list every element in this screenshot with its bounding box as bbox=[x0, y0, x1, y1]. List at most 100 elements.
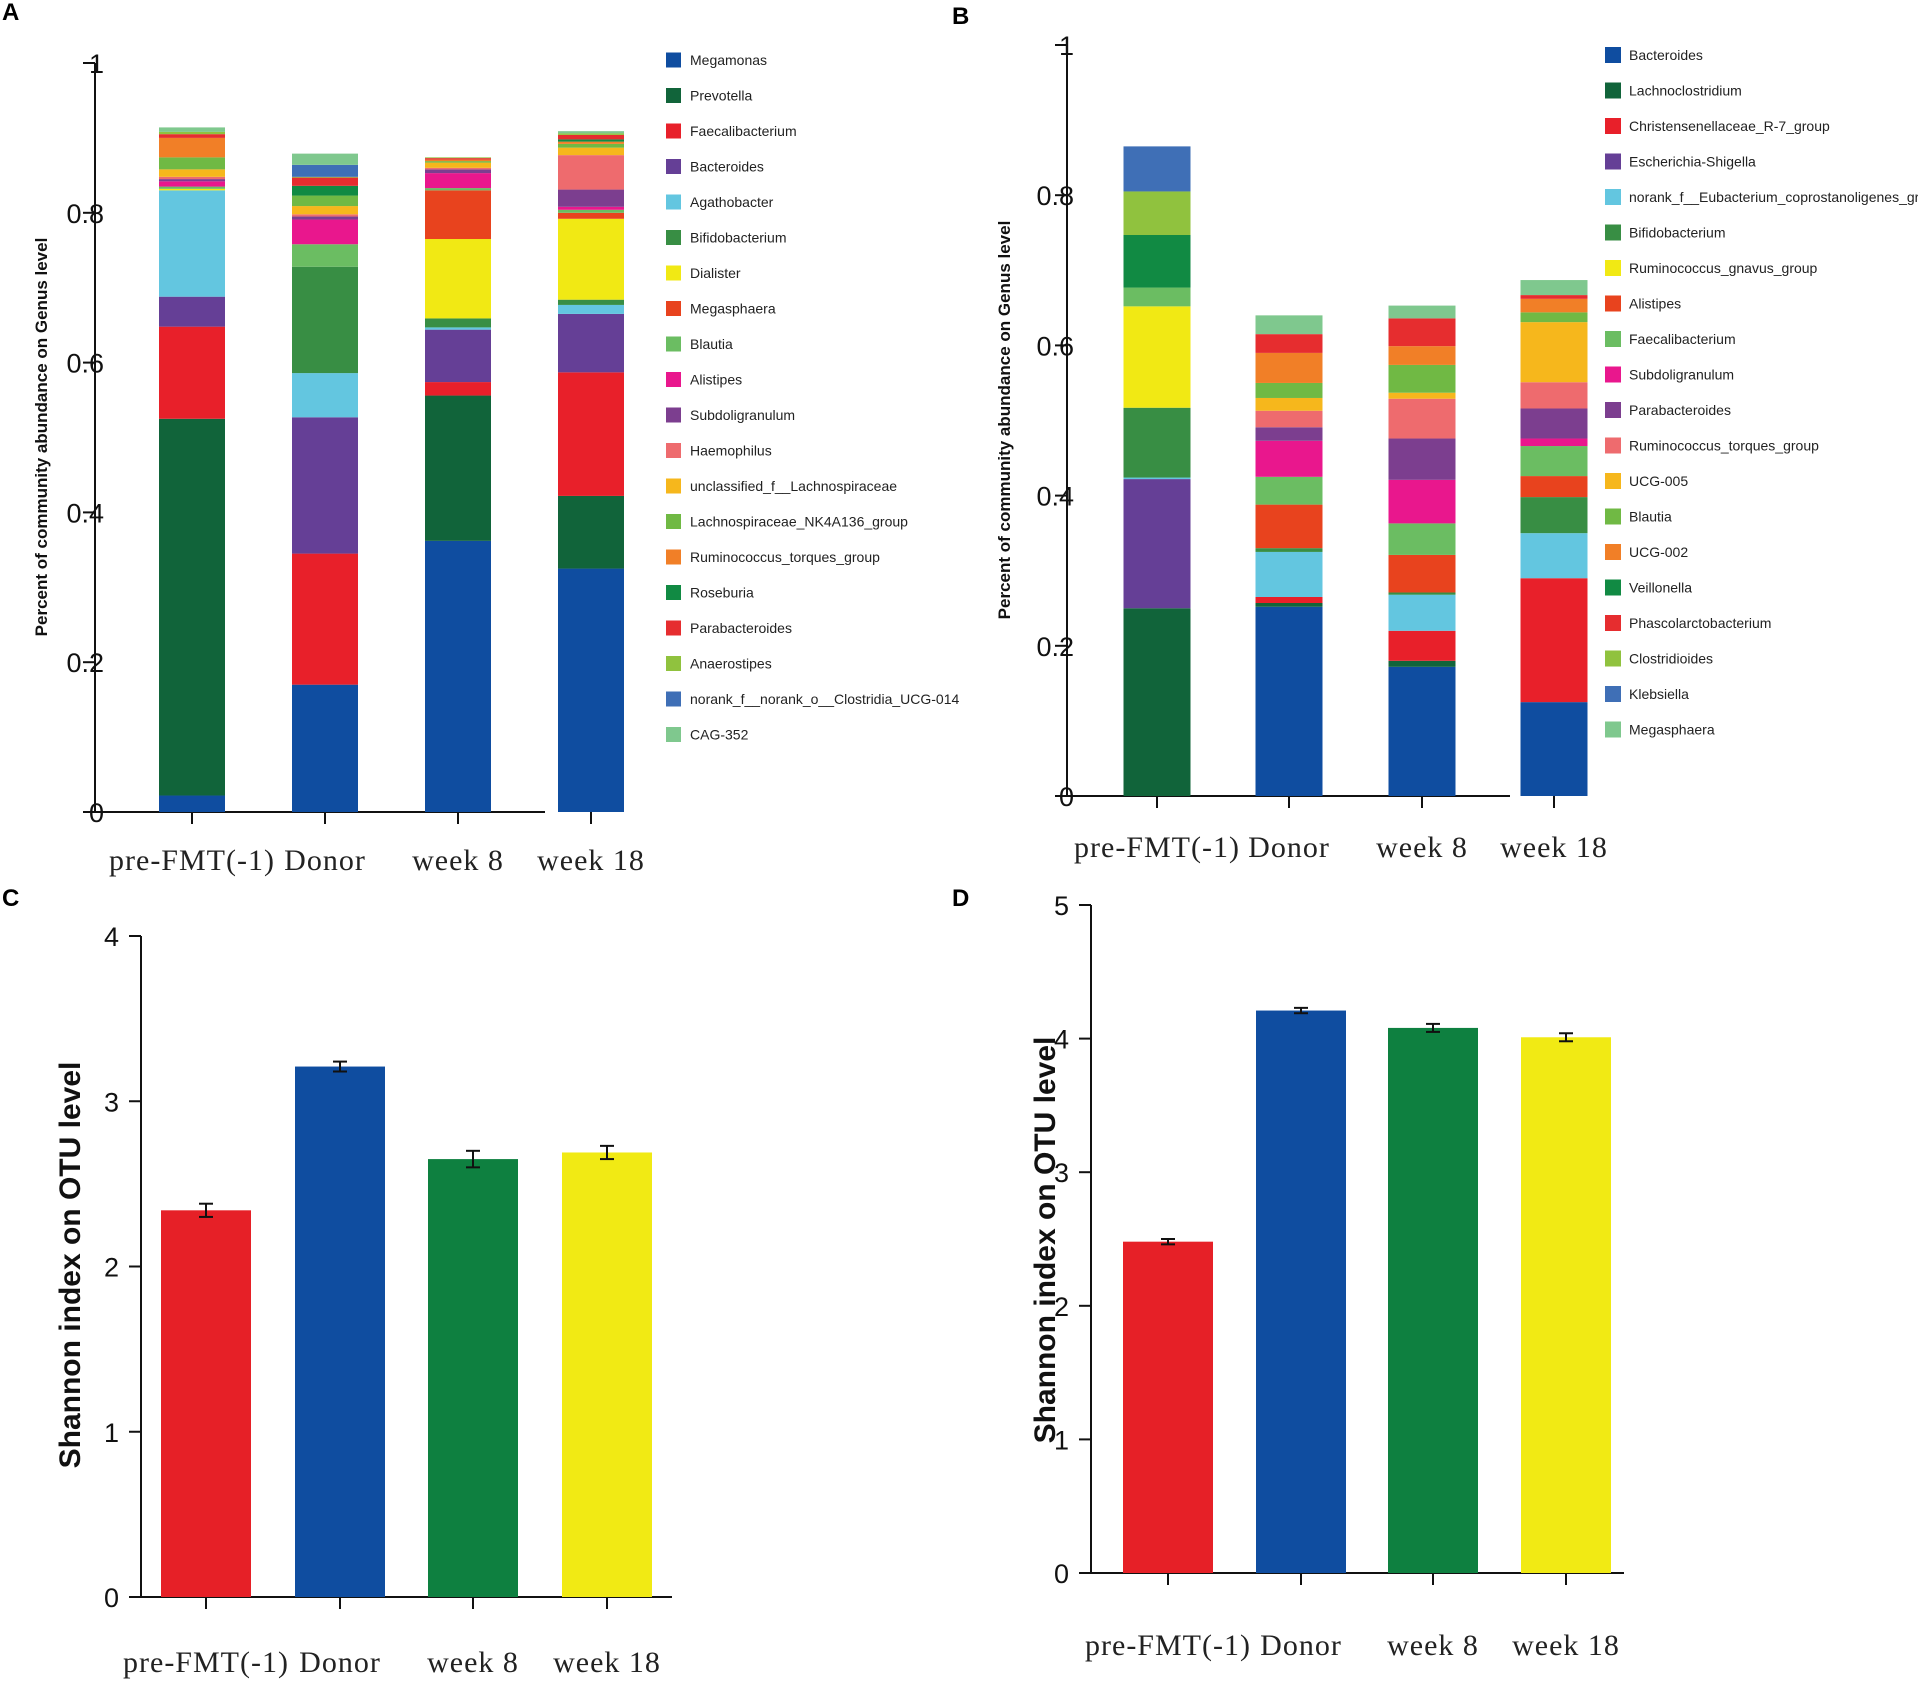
legend-entry: Veillonella bbox=[1629, 580, 1692, 596]
y-tick-label: 0.8 bbox=[66, 199, 104, 229]
legend-entry: Bifidobacterium bbox=[1629, 225, 1726, 241]
bar-segment bbox=[1388, 398, 1456, 439]
bar bbox=[1521, 1037, 1611, 1573]
bar-segment bbox=[1520, 382, 1588, 409]
bar-segment bbox=[1123, 407, 1191, 478]
bar-segment bbox=[1388, 592, 1456, 595]
bar-segment bbox=[1520, 322, 1588, 383]
legend-entry: Clostridioides bbox=[1629, 651, 1713, 667]
bar-segment bbox=[1255, 551, 1323, 597]
bar-segment bbox=[1123, 146, 1191, 192]
x-tick-label: pre-FMT(-1) bbox=[123, 1646, 289, 1679]
bar-segment bbox=[1255, 352, 1323, 383]
legend-swatch bbox=[1605, 650, 1621, 667]
bar-segment bbox=[558, 568, 624, 812]
bar-segment bbox=[1388, 594, 1456, 631]
legend-entry: norank_f__Eubacterium_coprostanoligenes_… bbox=[1629, 189, 1918, 205]
legend-swatch bbox=[1605, 118, 1621, 134]
legend-swatch bbox=[666, 478, 681, 494]
y-tick-label: 0 bbox=[1054, 1559, 1069, 1589]
y-tick-label: 4 bbox=[104, 922, 119, 952]
bar-segment bbox=[1255, 315, 1323, 335]
legend-entry: Dialister bbox=[690, 265, 741, 281]
bar-segment bbox=[1520, 408, 1588, 439]
y-tick-label: 3 bbox=[104, 1087, 119, 1117]
bar-segment bbox=[425, 329, 491, 383]
bar-segment bbox=[1388, 438, 1456, 480]
bar-segment bbox=[292, 373, 358, 418]
bar-segment bbox=[1388, 479, 1456, 524]
legend-entry: Escherichia-Shigella bbox=[1629, 154, 1756, 170]
bar-segment bbox=[558, 147, 624, 156]
bar-segment bbox=[425, 159, 491, 162]
legend-entry: Faecalibacterium bbox=[1629, 331, 1736, 347]
bar-segment bbox=[159, 188, 225, 191]
legend-swatch bbox=[666, 407, 681, 423]
bar-segment bbox=[1388, 666, 1456, 796]
bar-segment bbox=[1520, 533, 1588, 579]
legend-swatch bbox=[1605, 686, 1621, 702]
legend-swatch bbox=[666, 123, 681, 139]
bar-segment bbox=[292, 177, 358, 186]
bar-segment bbox=[1255, 440, 1323, 477]
bar-segment bbox=[558, 372, 624, 496]
bar-segment bbox=[1388, 305, 1456, 319]
x-tick-label: week 18 bbox=[537, 844, 645, 877]
legend-entry: Megamonas bbox=[690, 52, 767, 68]
bar-segment bbox=[425, 540, 491, 812]
legend-swatch bbox=[1605, 437, 1621, 454]
x-tick-label: week 8 bbox=[1376, 831, 1468, 864]
bar-segment bbox=[1388, 554, 1456, 593]
legend-entry: Lachnospiraceae_NK4A136_group bbox=[690, 514, 908, 530]
bar-segment bbox=[1123, 479, 1191, 609]
legend-entry: Faecalibacterium bbox=[690, 123, 797, 139]
bar-segment bbox=[292, 684, 358, 812]
bar-segment bbox=[558, 134, 624, 140]
panel-c-shannon-chart: 0 1 2 3 4 pre-FMT(-1) Donor week 8 week 18 Shanno… bbox=[54, 922, 672, 1679]
legend-swatch bbox=[1605, 331, 1621, 347]
bar-segment bbox=[558, 304, 624, 314]
bar-segment bbox=[1123, 287, 1191, 307]
legend-entry: Phascolarctobacterium bbox=[1629, 615, 1771, 631]
bar-segment bbox=[292, 417, 358, 554]
legend-swatch bbox=[666, 656, 681, 671]
bar-segment bbox=[1255, 410, 1323, 428]
legend-entry: Haemophilus bbox=[690, 443, 772, 459]
bar-segment bbox=[292, 164, 358, 177]
y-tick-label: 1 bbox=[1059, 31, 1074, 61]
y-tick-label: 0.6 bbox=[66, 349, 104, 379]
panel-letter-b: B bbox=[952, 3, 969, 30]
legend-entry: Bacteroides bbox=[690, 159, 764, 175]
bar-segment bbox=[159, 127, 225, 132]
bar-segment bbox=[159, 134, 225, 138]
bar-segment bbox=[159, 795, 225, 812]
x-tick-label: week 18 bbox=[1512, 1629, 1620, 1662]
legend-entry: Lachnoclostridium bbox=[1629, 83, 1742, 99]
bar-segment bbox=[1388, 523, 1456, 555]
bar-segment bbox=[1520, 298, 1588, 313]
bar-segment bbox=[159, 181, 225, 187]
bar-segment bbox=[159, 186, 225, 189]
legend-entry: Alistipes bbox=[1629, 296, 1681, 312]
y-tick-label: 0.2 bbox=[66, 648, 104, 678]
bar-segment bbox=[558, 155, 624, 190]
legend-entry: UCG-002 bbox=[1629, 544, 1688, 560]
bar-segment bbox=[1255, 606, 1323, 796]
legend-swatch bbox=[666, 549, 681, 565]
bar-segment bbox=[558, 131, 624, 134]
legend-swatch bbox=[666, 514, 681, 529]
legend-entry: Christensenellaceae_R-7_group bbox=[1629, 118, 1830, 134]
bar-segment bbox=[292, 266, 358, 374]
bar-segment bbox=[425, 239, 491, 319]
bar bbox=[1388, 1027, 1478, 1573]
bar-segment bbox=[558, 495, 624, 569]
bar-segment bbox=[558, 133, 624, 135]
legend-entry: norank_f__norank_o__Clostridia_UCG-014 bbox=[690, 691, 959, 707]
legend-entry: Ruminococcus_torques_group bbox=[1629, 438, 1819, 454]
x-tick-label: Donor bbox=[284, 844, 366, 877]
panel-letter-d: D bbox=[952, 885, 969, 912]
legend-swatch bbox=[1605, 579, 1621, 596]
legend-swatch bbox=[666, 88, 681, 103]
y-tick-label: 2 bbox=[1054, 1292, 1069, 1322]
bar-segment bbox=[558, 189, 624, 207]
